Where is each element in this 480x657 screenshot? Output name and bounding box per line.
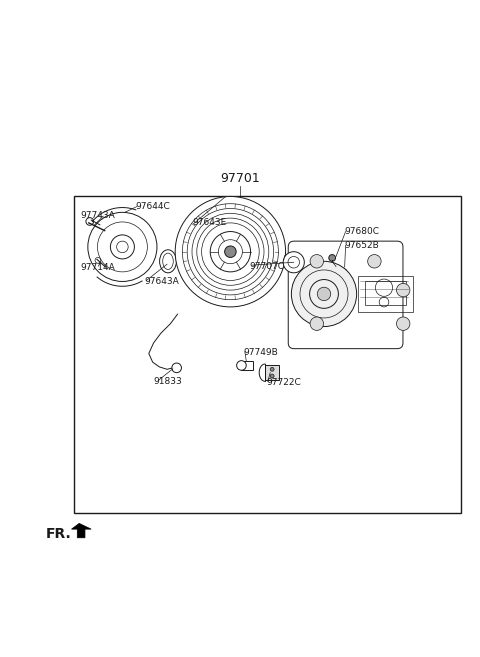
Circle shape bbox=[225, 246, 236, 258]
Text: 97707C: 97707C bbox=[250, 261, 285, 271]
Circle shape bbox=[317, 287, 331, 301]
Text: 97749B: 97749B bbox=[244, 348, 278, 357]
Circle shape bbox=[310, 254, 324, 268]
Bar bbox=[365, 281, 406, 306]
Circle shape bbox=[396, 317, 410, 330]
Circle shape bbox=[270, 374, 274, 378]
Polygon shape bbox=[72, 524, 91, 538]
Circle shape bbox=[291, 261, 357, 327]
Text: 97643A: 97643A bbox=[144, 277, 179, 286]
Polygon shape bbox=[325, 267, 347, 270]
Circle shape bbox=[310, 317, 324, 330]
Bar bbox=[74, 196, 461, 513]
Circle shape bbox=[396, 283, 410, 297]
Text: 97722C: 97722C bbox=[266, 378, 301, 387]
Bar bbox=[265, 365, 279, 380]
Circle shape bbox=[172, 363, 181, 373]
Text: 97680C: 97680C bbox=[345, 227, 380, 236]
Circle shape bbox=[283, 252, 304, 273]
Text: 97652B: 97652B bbox=[345, 241, 379, 250]
Text: 97643E: 97643E bbox=[192, 218, 226, 227]
Bar bbox=[358, 276, 413, 311]
Circle shape bbox=[329, 254, 336, 261]
Text: 97743A: 97743A bbox=[81, 211, 115, 220]
Text: 97714A: 97714A bbox=[81, 263, 115, 271]
Circle shape bbox=[88, 212, 157, 281]
FancyBboxPatch shape bbox=[288, 241, 403, 349]
Text: 97644C: 97644C bbox=[135, 202, 170, 211]
Text: FR.: FR. bbox=[46, 527, 72, 541]
Ellipse shape bbox=[159, 250, 177, 273]
Bar bbox=[241, 361, 253, 371]
Text: 97701: 97701 bbox=[220, 171, 260, 185]
Circle shape bbox=[368, 254, 381, 268]
Circle shape bbox=[175, 196, 286, 307]
Circle shape bbox=[237, 361, 246, 371]
Circle shape bbox=[270, 367, 274, 371]
Text: 91833: 91833 bbox=[154, 377, 182, 386]
